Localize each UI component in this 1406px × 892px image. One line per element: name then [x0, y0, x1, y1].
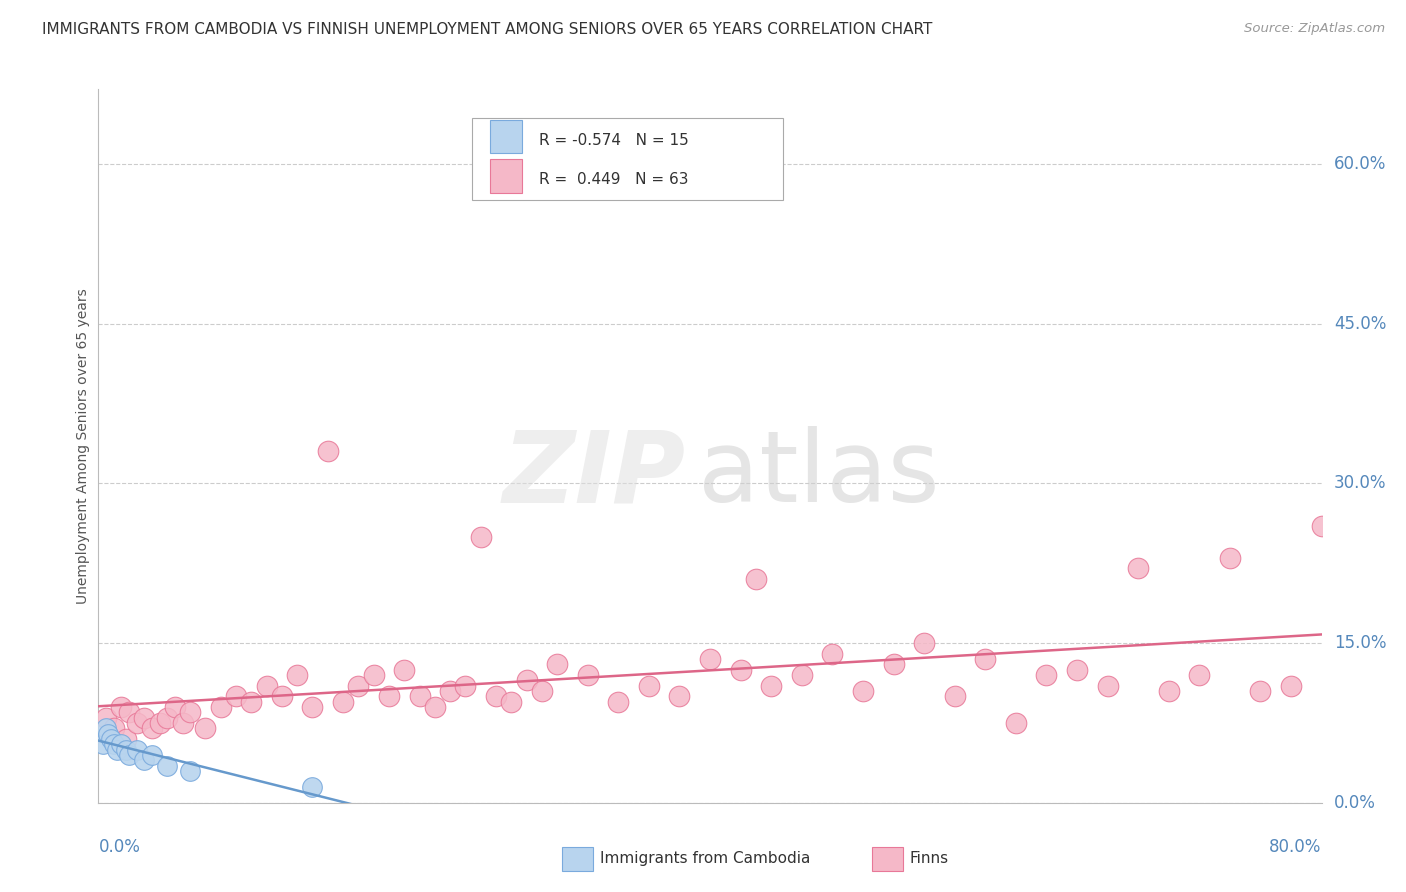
- Point: [607, 695, 630, 709]
- Point: [105, 742, 128, 756]
- Text: R = -0.574   N = 15: R = -0.574 N = 15: [538, 133, 689, 148]
- Point: [100, 731, 122, 746]
- Point: [423, 700, 446, 714]
- Text: ZIP: ZIP: [502, 426, 686, 523]
- Point: [115, 742, 138, 756]
- Point: [209, 700, 232, 714]
- Point: [1310, 519, 1333, 533]
- Point: [1250, 684, 1272, 698]
- Point: [883, 657, 905, 672]
- Point: [347, 679, 370, 693]
- Point: [730, 663, 752, 677]
- Text: Immigrants from Cambodia: Immigrants from Cambodia: [600, 852, 811, 866]
- Point: [530, 684, 553, 698]
- Point: [149, 715, 172, 730]
- Point: [378, 690, 401, 704]
- Point: [1188, 668, 1211, 682]
- Point: [141, 721, 163, 735]
- Text: Finns: Finns: [910, 852, 949, 866]
- Point: [576, 668, 599, 682]
- Point: [94, 710, 117, 724]
- Point: [301, 780, 323, 794]
- Text: 60.0%: 60.0%: [1334, 154, 1386, 173]
- Point: [91, 737, 114, 751]
- Point: [110, 700, 132, 714]
- Point: [1157, 684, 1180, 698]
- Point: [97, 726, 120, 740]
- Y-axis label: Unemployment Among Seniors over 65 years: Unemployment Among Seniors over 65 years: [76, 288, 90, 604]
- Point: [118, 747, 141, 762]
- Point: [163, 700, 186, 714]
- Point: [225, 690, 247, 704]
- Point: [1219, 550, 1241, 565]
- Point: [761, 679, 783, 693]
- Point: [118, 706, 141, 720]
- Point: [470, 529, 492, 543]
- Point: [699, 652, 721, 666]
- Point: [240, 695, 263, 709]
- Point: [1128, 561, 1150, 575]
- Point: [94, 721, 117, 735]
- Text: IMMIGRANTS FROM CAMBODIA VS FINNISH UNEMPLOYMENT AMONG SENIORS OVER 65 YEARS COR: IMMIGRANTS FROM CAMBODIA VS FINNISH UNEM…: [42, 22, 932, 37]
- Point: [125, 742, 148, 756]
- Point: [852, 684, 875, 698]
- Point: [115, 731, 138, 746]
- Point: [485, 690, 508, 704]
- Point: [546, 657, 568, 672]
- Point: [110, 737, 132, 751]
- Point: [134, 753, 156, 767]
- Text: 80.0%: 80.0%: [1270, 838, 1322, 856]
- Point: [454, 679, 477, 693]
- Point: [790, 668, 813, 682]
- Point: [745, 572, 768, 586]
- Text: 45.0%: 45.0%: [1334, 315, 1386, 333]
- Point: [301, 700, 323, 714]
- Point: [821, 647, 844, 661]
- Point: [125, 715, 148, 730]
- Point: [156, 710, 179, 724]
- Point: [668, 690, 690, 704]
- Point: [1066, 663, 1088, 677]
- Point: [316, 444, 339, 458]
- Text: 0.0%: 0.0%: [1334, 794, 1375, 812]
- Point: [439, 684, 461, 698]
- Point: [1035, 668, 1057, 682]
- Text: 15.0%: 15.0%: [1334, 634, 1386, 652]
- Point: [179, 764, 201, 778]
- Point: [637, 679, 661, 693]
- Point: [912, 636, 935, 650]
- Point: [179, 706, 201, 720]
- Point: [270, 690, 294, 704]
- Point: [285, 668, 308, 682]
- Point: [392, 663, 416, 677]
- Point: [943, 690, 966, 704]
- Text: atlas: atlas: [697, 426, 939, 523]
- Point: [156, 758, 179, 772]
- Point: [1279, 679, 1302, 693]
- Point: [501, 695, 523, 709]
- Point: [134, 710, 156, 724]
- Point: [363, 668, 385, 682]
- Point: [256, 679, 278, 693]
- Point: [172, 715, 194, 730]
- Point: [103, 721, 125, 735]
- Point: [1097, 679, 1119, 693]
- Point: [141, 747, 163, 762]
- Text: 0.0%: 0.0%: [98, 838, 141, 856]
- Point: [194, 721, 217, 735]
- Point: [1004, 715, 1026, 730]
- Point: [332, 695, 354, 709]
- Point: [516, 673, 538, 688]
- Point: [103, 737, 125, 751]
- Text: R =  0.449   N = 63: R = 0.449 N = 63: [538, 172, 689, 187]
- Text: 30.0%: 30.0%: [1334, 475, 1386, 492]
- Point: [974, 652, 997, 666]
- Point: [408, 690, 430, 704]
- Text: Source: ZipAtlas.com: Source: ZipAtlas.com: [1244, 22, 1385, 36]
